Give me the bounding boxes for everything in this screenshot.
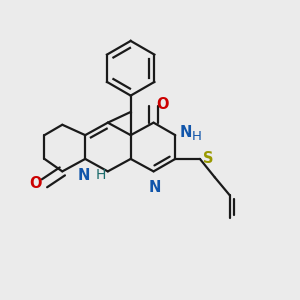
Text: H: H — [96, 168, 106, 182]
Text: N: N — [149, 180, 161, 195]
Text: S: S — [203, 151, 213, 166]
Text: O: O — [156, 97, 168, 112]
Text: H: H — [192, 130, 202, 143]
Text: N: N — [180, 125, 192, 140]
Text: N: N — [77, 168, 90, 183]
Text: O: O — [30, 176, 42, 191]
